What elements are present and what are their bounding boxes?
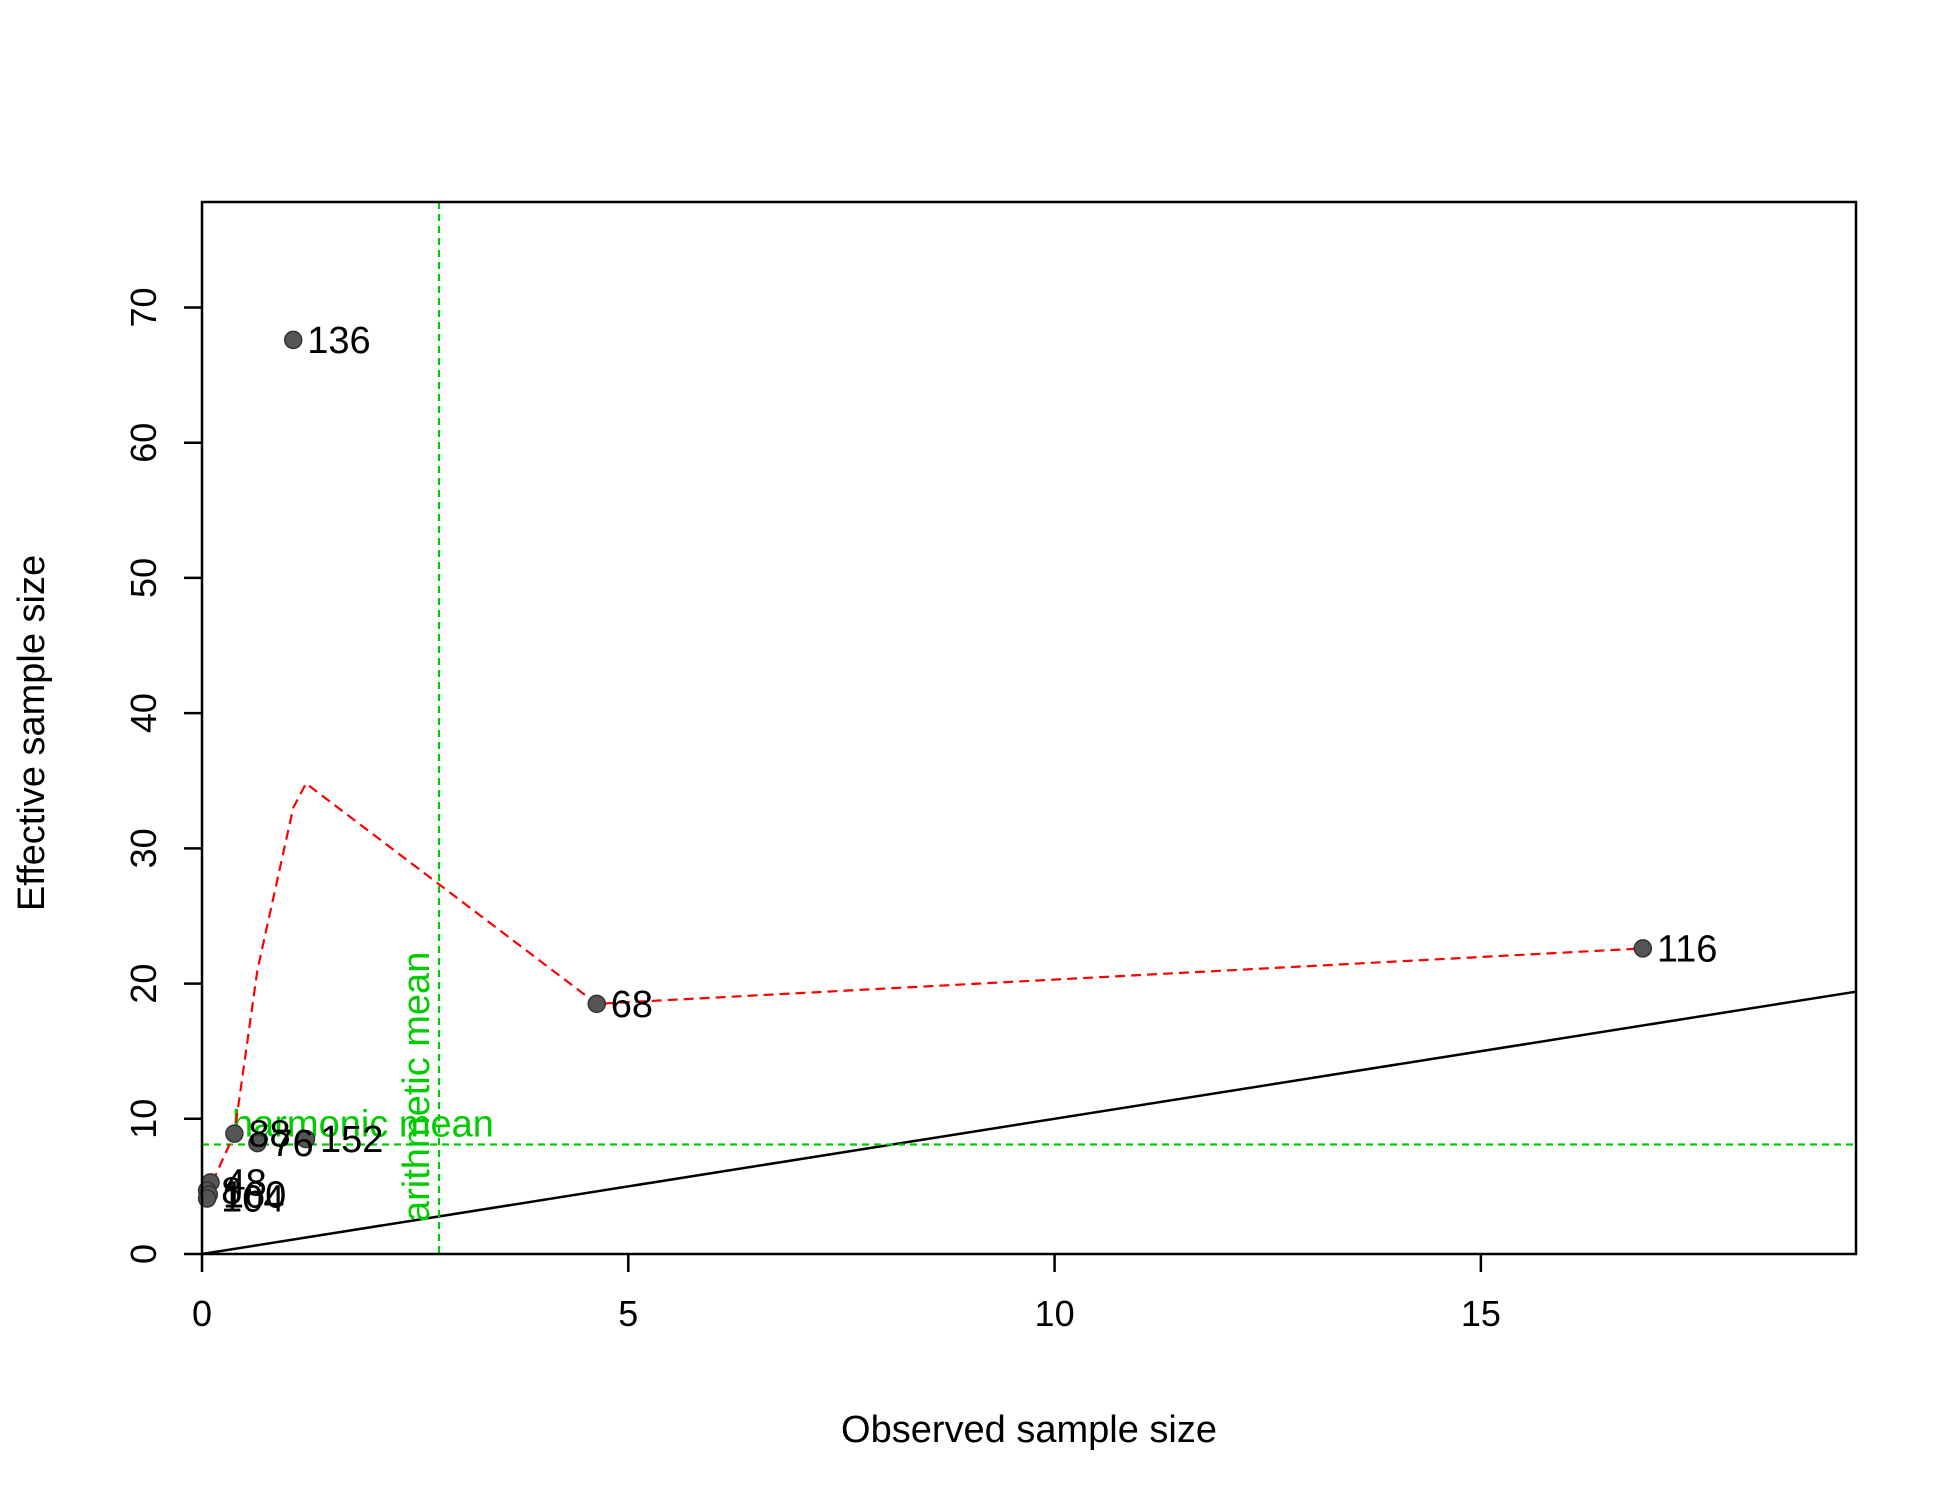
point-label: 136	[307, 320, 370, 362]
data-point	[587, 994, 606, 1014]
point-label: 48	[225, 1162, 267, 1204]
y-tick-label: 20	[123, 964, 164, 1004]
plot-frame	[200, 200, 1858, 1256]
x-tick-label: 15	[1461, 1293, 1501, 1334]
identity-line-layer	[201, 990, 1857, 1256]
y-tick-label: 50	[123, 558, 164, 598]
point-label: 152	[320, 1119, 383, 1161]
point-label: 68	[611, 984, 653, 1026]
y-tick-label: 0	[123, 1244, 164, 1264]
arithmetic-mean-label: arithmetic mean	[396, 952, 438, 1222]
point-label: 76	[271, 1123, 313, 1165]
data-point	[296, 1129, 316, 1149]
harmonic-mean-label: harmonic mean	[232, 1103, 494, 1145]
point-label: 104	[221, 1179, 284, 1221]
x-tick-label: 10	[1035, 1293, 1075, 1334]
data-point	[283, 330, 303, 350]
point-label: 160	[223, 1175, 286, 1217]
identity-line	[201, 990, 1857, 1256]
y-tick-label: 60	[123, 423, 164, 463]
x-tick-label: 0	[192, 1293, 212, 1334]
data-point	[248, 1133, 267, 1153]
point-label: 88	[248, 1114, 290, 1156]
y-tick-label: 30	[123, 828, 164, 868]
point-label: 8	[221, 1170, 242, 1212]
y-axis: 0 10 20 30 40 50 60 70	[123, 287, 202, 1264]
point-label: 116	[1657, 928, 1718, 970]
data-point	[225, 1124, 244, 1143]
y-tick-label: 40	[123, 693, 164, 733]
y-axis-title: Effective sample size	[11, 555, 53, 911]
y-tick-label: 10	[123, 1099, 164, 1139]
y-tick-label: 70	[123, 287, 164, 327]
x-tick-label: 5	[618, 1293, 638, 1334]
data-point	[1633, 939, 1653, 958]
x-axis: 0 5 10 15	[192, 1254, 1501, 1334]
x-axis-title: Observed sample size	[841, 1409, 1217, 1451]
